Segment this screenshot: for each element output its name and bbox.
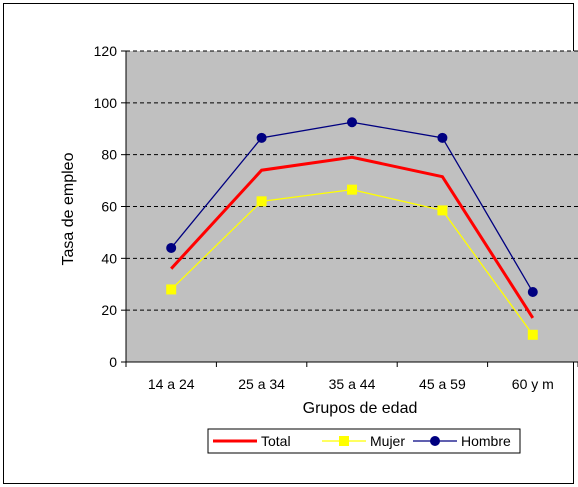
data-point-mujer [437, 205, 448, 216]
y-tick-label: 20 [101, 302, 117, 318]
data-point-mujer [166, 284, 177, 295]
data-point-hombre [256, 132, 267, 143]
y-tick-label: 60 [101, 199, 117, 215]
data-point-mujer [527, 329, 538, 340]
x-tick-label: 35 a 44 [329, 376, 376, 392]
series-group [166, 117, 538, 340]
y-tick-label: 0 [109, 354, 117, 370]
data-point-hombre [166, 242, 177, 253]
legend: Total Mujer Hombre [207, 428, 521, 454]
legend-label-mujer: Mujer [370, 433, 405, 449]
series-hombre [166, 117, 538, 298]
x-tick-label: 25 a 34 [238, 376, 285, 392]
x-tick-label: 14 a 24 [148, 376, 195, 392]
legend-marker-mujer [339, 436, 349, 446]
series-total [170, 155, 535, 319]
data-point-mujer [256, 196, 267, 207]
y-tick-label: 40 [101, 250, 117, 266]
x-axis-title: Grupos de edad [303, 400, 418, 417]
legend-label-total: Total [261, 433, 291, 449]
x-tick-label: 45 a 59 [419, 376, 466, 392]
data-point-hombre [347, 117, 357, 128]
y-tick-label: 100 [94, 95, 118, 111]
legend-item-hombre: Hombre [413, 433, 511, 449]
y-axis-title: Tasa de empleo [60, 152, 77, 265]
x-tick-label: 60 y m [512, 376, 554, 392]
plot-area [126, 50, 578, 362]
axes: 0 20 40 60 80 100 120 14 a 24 25 a 34 35 a 44 45 a… [94, 43, 578, 392]
data-point-hombre [527, 287, 538, 298]
data-point-hombre [437, 132, 448, 143]
data-point-mujer [347, 184, 357, 195]
y-tick-label: 120 [94, 43, 118, 59]
legend-marker-hombre [430, 436, 440, 446]
legend-item-total: Total [213, 433, 291, 449]
series-line-total [170, 155, 535, 319]
series-mujer [166, 184, 538, 340]
legend-label-hombre: Hombre [461, 433, 511, 449]
y-tick-label: 80 [101, 147, 117, 163]
legend-item-mujer: Mujer [322, 433, 405, 449]
